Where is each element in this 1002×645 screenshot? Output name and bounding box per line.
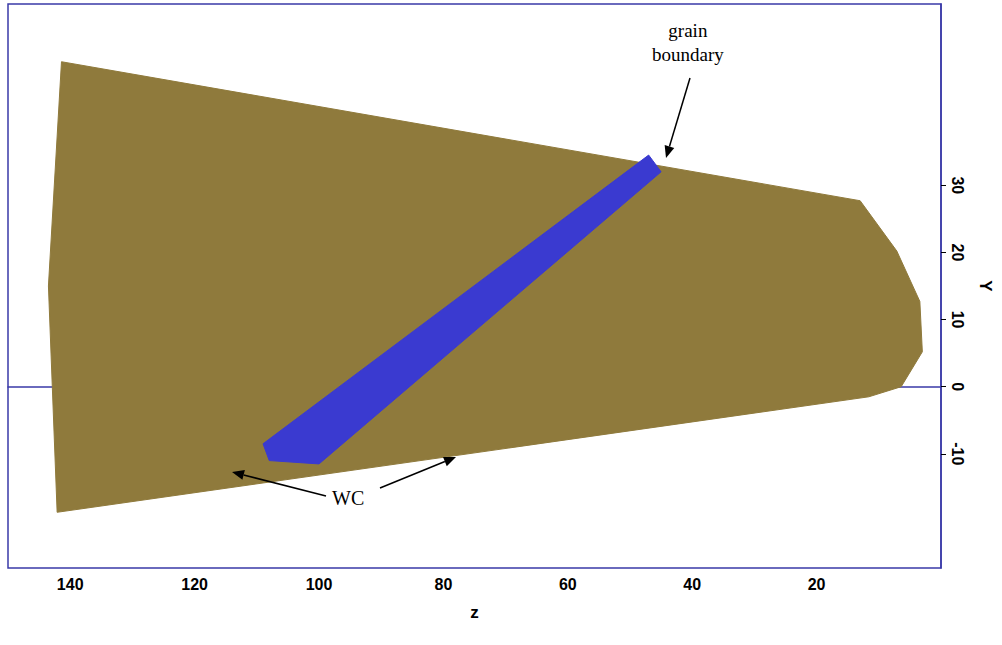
- svg-text:80: 80: [435, 576, 453, 593]
- svg-text:10: 10: [949, 311, 966, 329]
- svg-text:140: 140: [57, 576, 84, 593]
- svg-text:WC: WC: [332, 487, 364, 509]
- svg-text:z: z: [470, 603, 479, 622]
- svg-text:60: 60: [559, 576, 577, 593]
- svg-text:120: 120: [181, 576, 208, 593]
- svg-text:0: 0: [949, 382, 966, 391]
- svg-text:grain: grain: [668, 20, 708, 41]
- svg-text:100: 100: [306, 576, 333, 593]
- svg-text:-10: -10: [949, 442, 966, 465]
- svg-text:20: 20: [808, 576, 826, 593]
- svg-text:20: 20: [949, 244, 966, 262]
- svg-text:Y: Y: [976, 280, 995, 292]
- svg-text:boundary: boundary: [652, 44, 724, 65]
- svg-text:40: 40: [683, 576, 701, 593]
- svg-text:30: 30: [949, 176, 966, 194]
